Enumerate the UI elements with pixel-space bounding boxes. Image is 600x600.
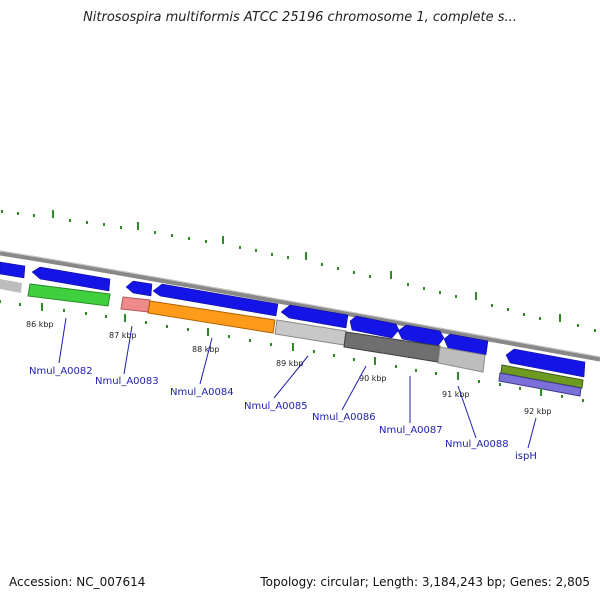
accession-text: Accession: NC_007614 [9, 575, 146, 589]
chromosome-backbone [0, 250, 600, 362]
gene-label-nmul-a0086: Nmul_A0086 [312, 412, 376, 423]
gene-label-nmul-a0084: Nmul_A0084 [170, 387, 234, 398]
gene-band [27, 283, 111, 307]
cds-arrow [0, 261, 26, 279]
cds-arrow [31, 266, 111, 292]
gene-label-nmul-a0085: Nmul_A0085 [244, 401, 308, 412]
cds-arrow [280, 304, 349, 329]
kbp-labels: 86 kbp 87 kbp 88 kbp 89 kbp 90 kbp 91 kb… [26, 320, 552, 416]
cds-arrow [152, 283, 279, 317]
gene-band [500, 364, 584, 389]
kbp-label: 90 kbp [359, 374, 387, 383]
gene-labels: Nmul_A0082 Nmul_A0083 Nmul_A0084 Nmul_A0… [29, 366, 537, 462]
cds-arrow [443, 333, 489, 356]
gene-band [120, 296, 151, 313]
cds-arrow [505, 348, 586, 378]
genome-summary-text: Topology: circular; Length: 3,184,243 bp… [260, 575, 590, 589]
gene-band [0, 279, 22, 293]
gene-leader-lines [58, 317, 537, 449]
map-title: Nitrosospira multiformis ATCC 25196 chro… [83, 10, 517, 25]
kbp-label: 88 kbp [192, 345, 220, 354]
cds-arrow [125, 280, 153, 297]
gene-label-nmul-a0082: Nmul_A0082 [29, 366, 93, 377]
cds-arrow [397, 324, 445, 347]
kbp-label: 89 kbp [276, 359, 304, 368]
gene-label-nmul-a0083: Nmul_A0083 [95, 376, 159, 387]
outer-tick-ring [1, 210, 596, 332]
gene-label-nmul-a0088: Nmul_A0088 [445, 439, 509, 450]
gene-label-isph: ispH [515, 451, 537, 462]
gene-band [437, 346, 486, 373]
gene-band [498, 372, 582, 397]
gene-band [147, 300, 276, 334]
cds-arrows [0, 261, 586, 378]
gene-bands [0, 279, 584, 397]
kbp-label: 86 kbp [26, 320, 54, 329]
kbp-label: 91 kbp [442, 390, 470, 399]
kbp-label: 87 kbp [109, 331, 137, 340]
gene-label-nmul-a0087: Nmul_A0087 [379, 425, 443, 436]
chromosome-backbone-highlight [0, 250, 600, 358]
kbp-label: 92 kbp [524, 407, 552, 416]
inner-tick-ring [0, 300, 584, 402]
